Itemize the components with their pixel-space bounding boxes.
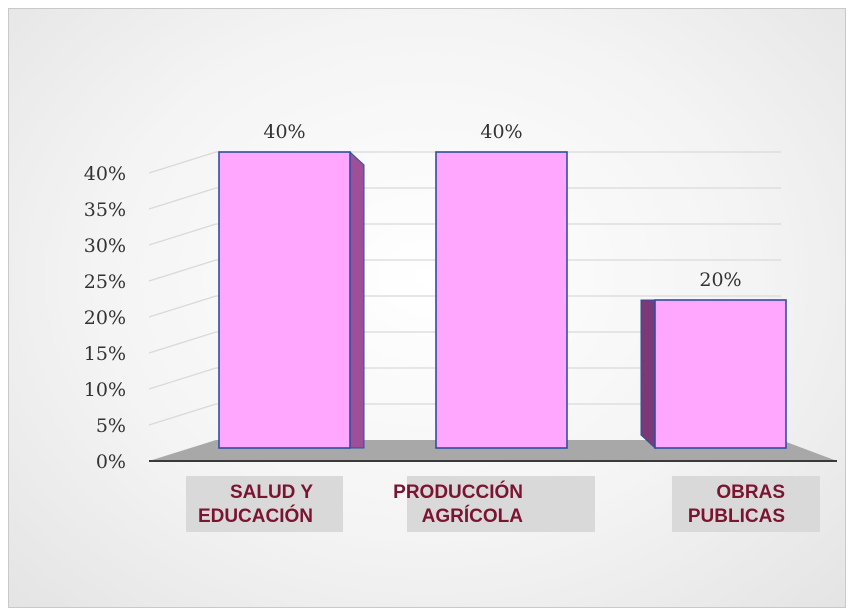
y-tick-label: 10% <box>84 379 126 401</box>
y-tick-label: 35% <box>84 199 126 221</box>
bar <box>435 151 568 449</box>
data-label: 20% <box>699 269 741 291</box>
bar <box>654 299 787 449</box>
gridline-diagonal <box>148 187 217 210</box>
gridline-diagonal <box>148 403 217 426</box>
category-label: EDUCACIÓN <box>198 505 313 527</box>
chart-area: 0% 5% 10% 15% 20% 25% 30% 35% 40% 40% 40% 20% SALUD … <box>8 8 846 608</box>
y-tick-label: 0% <box>96 451 126 473</box>
gridline-diagonal <box>148 151 217 174</box>
y-tick-label: 20% <box>84 307 126 329</box>
category-label: PUBLICAS <box>688 506 785 527</box>
bar <box>218 151 351 449</box>
category-label-bg <box>672 476 820 532</box>
category-label: PRODUCCIÓN <box>393 481 523 503</box>
category-label: OBRAS <box>716 482 785 503</box>
data-label: 40% <box>263 121 305 143</box>
gridline-diagonal <box>148 259 217 282</box>
category-label-bg <box>407 476 595 532</box>
bar-chart: 0% 5% 10% 15% 20% 25% 30% 35% 40% 40% 40% 20% SALUD … <box>84 121 837 532</box>
category-label-bg <box>186 476 343 532</box>
gridline-diagonal <box>148 331 217 354</box>
y-tick-label: 40% <box>84 163 126 185</box>
bar-side <box>640 299 656 450</box>
y-tick-label: 5% <box>96 415 126 437</box>
gridline-diagonal <box>148 295 217 318</box>
y-tick-label: 30% <box>84 235 126 257</box>
category-label: AGRÍCOLA <box>422 505 524 527</box>
category-label: SALUD Y <box>230 482 313 503</box>
bar-side <box>349 150 365 449</box>
data-label: 40% <box>480 121 522 143</box>
gridline-diagonal <box>148 223 217 246</box>
gridline-diagonal <box>148 367 217 390</box>
y-tick-label: 25% <box>84 271 126 293</box>
y-tick-label: 15% <box>84 343 126 365</box>
